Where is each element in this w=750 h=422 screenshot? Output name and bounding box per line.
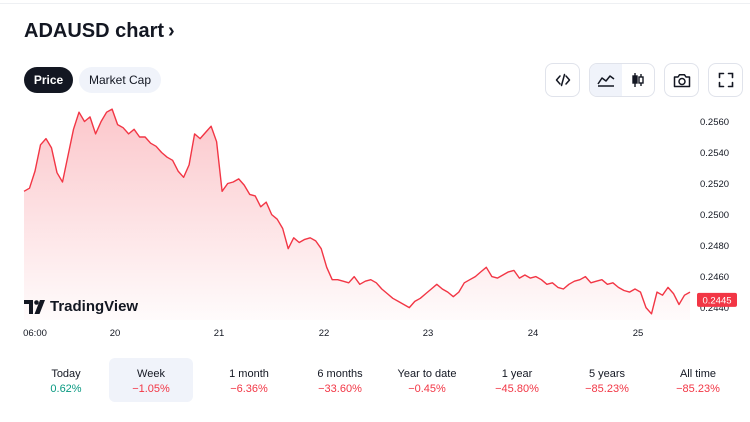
y-tick-label: 0.2480 xyxy=(700,241,729,252)
area-chart-button[interactable] xyxy=(590,64,622,96)
period-label: Today xyxy=(51,368,81,380)
period-button[interactable]: 1 month −6.36% xyxy=(207,358,291,402)
page-title[interactable]: ADAUSD chart › xyxy=(24,20,175,43)
period-button[interactable]: All time −85.23% xyxy=(656,358,740,402)
x-tick-label: 20 xyxy=(110,328,121,339)
last-price-label: 0.2445 xyxy=(702,295,731,306)
y-tick-label: 0.2520 xyxy=(700,179,729,190)
page-title-text[interactable]: ADAUSD chart xyxy=(24,20,165,42)
top-divider xyxy=(0,3,750,4)
period-button[interactable]: 5 years −85.23% xyxy=(565,358,649,402)
chevron-right-icon[interactable]: › xyxy=(168,20,175,42)
period-change: −45.80% xyxy=(495,383,539,395)
period-change: −85.23% xyxy=(585,383,629,395)
period-change: 0.62% xyxy=(50,383,82,395)
fullscreen-icon xyxy=(718,72,733,88)
period-change: −0.45% xyxy=(408,383,446,395)
period-label: All time xyxy=(679,368,717,380)
x-tick-label: 23 xyxy=(423,328,434,339)
camera-icon xyxy=(673,73,690,87)
embed-code-button[interactable] xyxy=(545,63,580,97)
period-button[interactable]: Year to date −0.45% xyxy=(385,358,469,402)
tradingview-logo-text: TradingView xyxy=(50,298,139,315)
period-label: 1 month xyxy=(229,368,269,380)
period-change: −1.05% xyxy=(132,383,170,395)
area-chart-icon xyxy=(597,75,615,87)
y-tick-label: 0.2560 xyxy=(700,117,729,128)
x-tick-label: 22 xyxy=(319,328,330,339)
y-tick-label: 0.2460 xyxy=(700,272,729,283)
period-button[interactable]: Today 0.62% xyxy=(24,358,108,402)
y-tick-label: 0.2540 xyxy=(700,148,729,159)
period-label: 5 years xyxy=(588,368,626,380)
candlestick-button[interactable] xyxy=(622,64,654,96)
price-line xyxy=(23,108,691,315)
period-button[interactable]: 6 months −33.60% xyxy=(298,358,382,402)
price-chart[interactable]: 0.2560 0.2540 0.2520 0.2500 0.2480 0.2460 0.24… xyxy=(0,100,750,350)
period-change: −85.23% xyxy=(676,383,720,395)
period-selector: Today 0.62% Week −1.05% 1 month −6.36% 6 month… xyxy=(14,358,746,402)
x-tick-label: 24 xyxy=(528,328,539,339)
period-label: 6 months xyxy=(317,368,363,380)
period-label: Week xyxy=(137,368,165,380)
y-tick-label: 0.2500 xyxy=(700,210,729,221)
fullscreen-button[interactable] xyxy=(708,63,743,97)
tab-market-cap[interactable]: Market Cap xyxy=(79,67,161,93)
x-tick-label: 25 xyxy=(633,328,644,339)
x-tick-label: 21 xyxy=(214,328,225,339)
candlestick-icon xyxy=(632,73,644,87)
x-tick-label: 06:00 xyxy=(23,328,47,339)
screenshot-button[interactable] xyxy=(664,63,699,97)
period-change: −33.60% xyxy=(318,383,362,395)
embed-code-icon xyxy=(555,73,570,87)
period-button[interactable]: Week −1.05% xyxy=(109,358,193,402)
last-price-badge xyxy=(697,292,737,307)
chart-style-toggle xyxy=(589,63,655,97)
tab-price[interactable]: Price xyxy=(24,67,73,93)
y-tick-label: 0.2440 xyxy=(700,303,729,314)
tradingview-logo[interactable]: TradingView xyxy=(24,298,138,315)
period-change: −6.36% xyxy=(230,383,268,395)
period-label: Year to date xyxy=(397,368,457,380)
tradingview-logo-icon xyxy=(24,299,45,314)
area-fill xyxy=(24,109,690,320)
period-label: 1 year xyxy=(501,368,533,380)
period-button[interactable]: 1 year −45.80% xyxy=(475,358,559,402)
